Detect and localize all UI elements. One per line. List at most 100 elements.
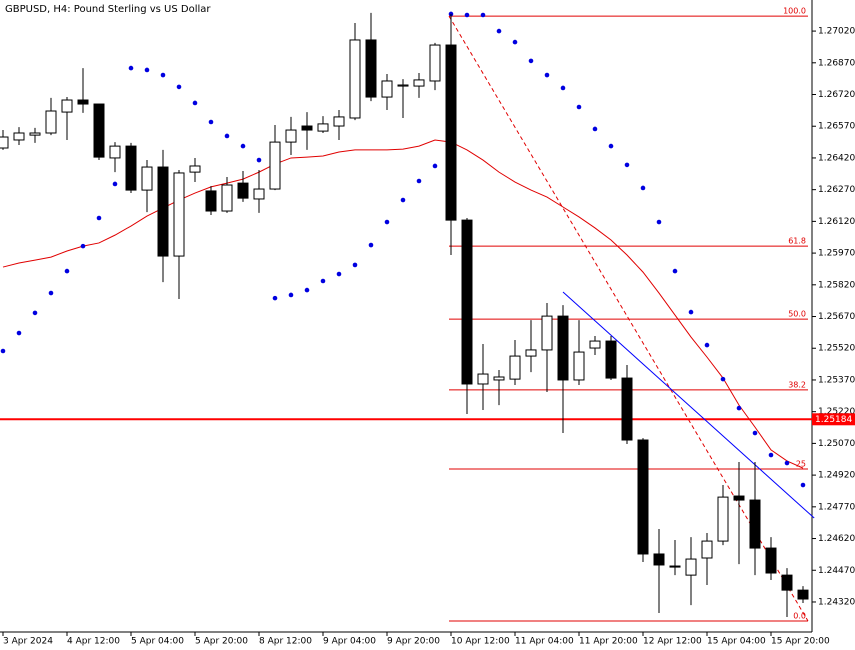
candle-body [781, 574, 793, 591]
candle-body [253, 188, 265, 200]
x-tick-label: 5 Apr 20:00 [195, 637, 248, 647]
sar-dot [32, 310, 38, 316]
y-tick-label: 1.24620 [818, 534, 855, 544]
candle-body [557, 315, 569, 381]
sar-dot [432, 163, 438, 169]
candle-body [669, 565, 681, 568]
candle-body [333, 116, 345, 127]
candle-body [109, 145, 121, 159]
y-tick-label: 1.24470 [818, 566, 855, 576]
candle-body [461, 219, 473, 385]
x-tick-label: 3 Apr 2024 [3, 637, 53, 647]
candle-body [717, 496, 729, 542]
sar-dot [112, 181, 118, 187]
candle-body [605, 340, 617, 379]
candle-body [13, 132, 25, 141]
candle-body [365, 39, 377, 98]
y-tick-label: 1.25220 [818, 407, 855, 417]
x-tick-label: 15 Apr 04:00 [707, 637, 766, 647]
sar-dot [768, 452, 774, 458]
candle-body [0, 136, 9, 149]
sar-dot [800, 482, 806, 488]
candle-body [749, 499, 761, 549]
sar-dot [400, 197, 406, 203]
chart-title: GBPUSD, H4: Pound Sterling vs US Dollar [5, 4, 211, 15]
y-tick-label: 1.26120 [818, 217, 855, 227]
candle-body [445, 44, 457, 221]
candle-body [589, 340, 601, 349]
candle-body [429, 44, 441, 82]
y-tick-label: 1.24320 [818, 597, 855, 607]
y-tick-label: 1.26870 [818, 58, 855, 68]
y-tick-label: 1.25370 [818, 375, 855, 385]
x-tick-label: 9 Apr 04:00 [323, 637, 376, 647]
sar-dot [384, 219, 390, 225]
candle-body [269, 141, 281, 190]
fib-label: 50.0 [788, 310, 806, 319]
x-tick-label: 15 Apr 20:00 [771, 637, 830, 647]
sar-dot [208, 119, 214, 125]
y-tick-label: 1.25520 [818, 344, 855, 354]
sar-dot [256, 157, 262, 163]
x-tick-label: 4 Apr 12:00 [67, 637, 120, 647]
candle-body [525, 349, 537, 357]
fib-label: 61.8 [788, 237, 806, 246]
y-tick-label: 1.27020 [818, 27, 855, 37]
candle-body [621, 377, 633, 441]
candle-body [685, 558, 697, 576]
candle-body [573, 351, 585, 381]
candle-body [765, 547, 777, 574]
y-tick-label: 1.24770 [818, 502, 855, 512]
trendline [562, 291, 815, 519]
sar-dot [48, 290, 54, 296]
sar-dot [480, 12, 486, 18]
candle-body [205, 190, 217, 212]
sar-dot [304, 287, 310, 293]
y-tick-label: 1.26420 [818, 153, 855, 163]
fib-label: 38.2 [788, 380, 806, 389]
y-tick-label: 1.25670 [818, 312, 855, 322]
candle-body [509, 355, 521, 380]
fib-base [448, 15, 809, 622]
sar-dot [176, 84, 182, 90]
sar-dot [544, 72, 550, 78]
sar-dot [576, 104, 582, 110]
sar-dot [240, 143, 246, 149]
sar-dot [720, 376, 726, 382]
sar-dot [128, 65, 134, 71]
sar-dot [608, 143, 614, 149]
sar-dot [736, 405, 742, 411]
sar-dot [0, 348, 6, 354]
candle-body [301, 125, 313, 131]
sar-dot [512, 39, 518, 45]
candle-body [141, 166, 153, 191]
candle-body [93, 103, 105, 158]
y-tick-label: 1.24920 [818, 471, 855, 481]
candle-body [285, 129, 297, 143]
candle-body [493, 376, 505, 381]
current-price-box [812, 413, 855, 426]
sar-dot [640, 185, 646, 191]
fib-label: 100.0 [783, 7, 806, 16]
sar-dot [80, 243, 86, 249]
candle-body [541, 315, 553, 351]
candle-body [653, 553, 665, 566]
sar-dot [464, 12, 470, 18]
candle-body [237, 182, 249, 199]
sar-dot [192, 100, 198, 106]
sar-dot [688, 309, 694, 315]
sar-dot [368, 242, 374, 248]
sar-dot [784, 460, 790, 466]
candle-body [701, 540, 713, 559]
sar-dot [496, 28, 502, 34]
candle-body [733, 495, 745, 501]
sar-dot [624, 162, 630, 168]
candle-body [173, 172, 185, 257]
candle-body [349, 39, 361, 119]
fib-label: 0.0 [793, 612, 806, 621]
sar-dot [672, 268, 678, 274]
candle-body [157, 166, 169, 257]
sar-dot [160, 72, 166, 78]
